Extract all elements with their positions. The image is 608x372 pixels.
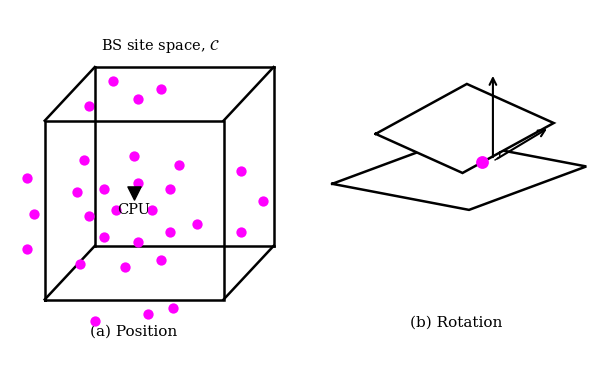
Point — [156, 86, 166, 92]
Point — [192, 221, 202, 227]
Point — [133, 96, 142, 102]
Text: BS site space, $\mathcal{C}$: BS site space, $\mathcal{C}$ — [102, 37, 221, 55]
Point — [258, 198, 268, 204]
Point — [75, 261, 85, 267]
Point — [22, 247, 32, 253]
Point — [99, 234, 109, 240]
Point — [120, 264, 130, 270]
Point — [237, 168, 246, 174]
Point — [237, 229, 246, 235]
Text: CPU: CPU — [117, 203, 151, 217]
Point — [108, 78, 117, 84]
Text: (a) Position: (a) Position — [91, 325, 178, 339]
Point — [133, 180, 142, 186]
Point — [29, 211, 39, 217]
Point — [72, 189, 81, 195]
Point — [143, 311, 153, 317]
Point — [22, 175, 32, 181]
Point — [111, 207, 121, 213]
Point — [130, 190, 139, 196]
Point — [174, 163, 184, 169]
Point — [165, 229, 174, 235]
Point — [165, 186, 174, 192]
Point — [156, 257, 166, 263]
Point — [85, 212, 94, 218]
Point — [85, 103, 94, 109]
Point — [133, 239, 142, 245]
Point — [79, 157, 89, 163]
Point — [130, 154, 139, 160]
Point — [168, 305, 178, 311]
Point — [99, 186, 109, 192]
Point — [90, 318, 100, 324]
Point — [147, 207, 157, 213]
Polygon shape — [332, 140, 586, 210]
Text: (b) Rotation: (b) Rotation — [410, 315, 502, 329]
Polygon shape — [376, 84, 554, 173]
Point — [477, 159, 487, 165]
